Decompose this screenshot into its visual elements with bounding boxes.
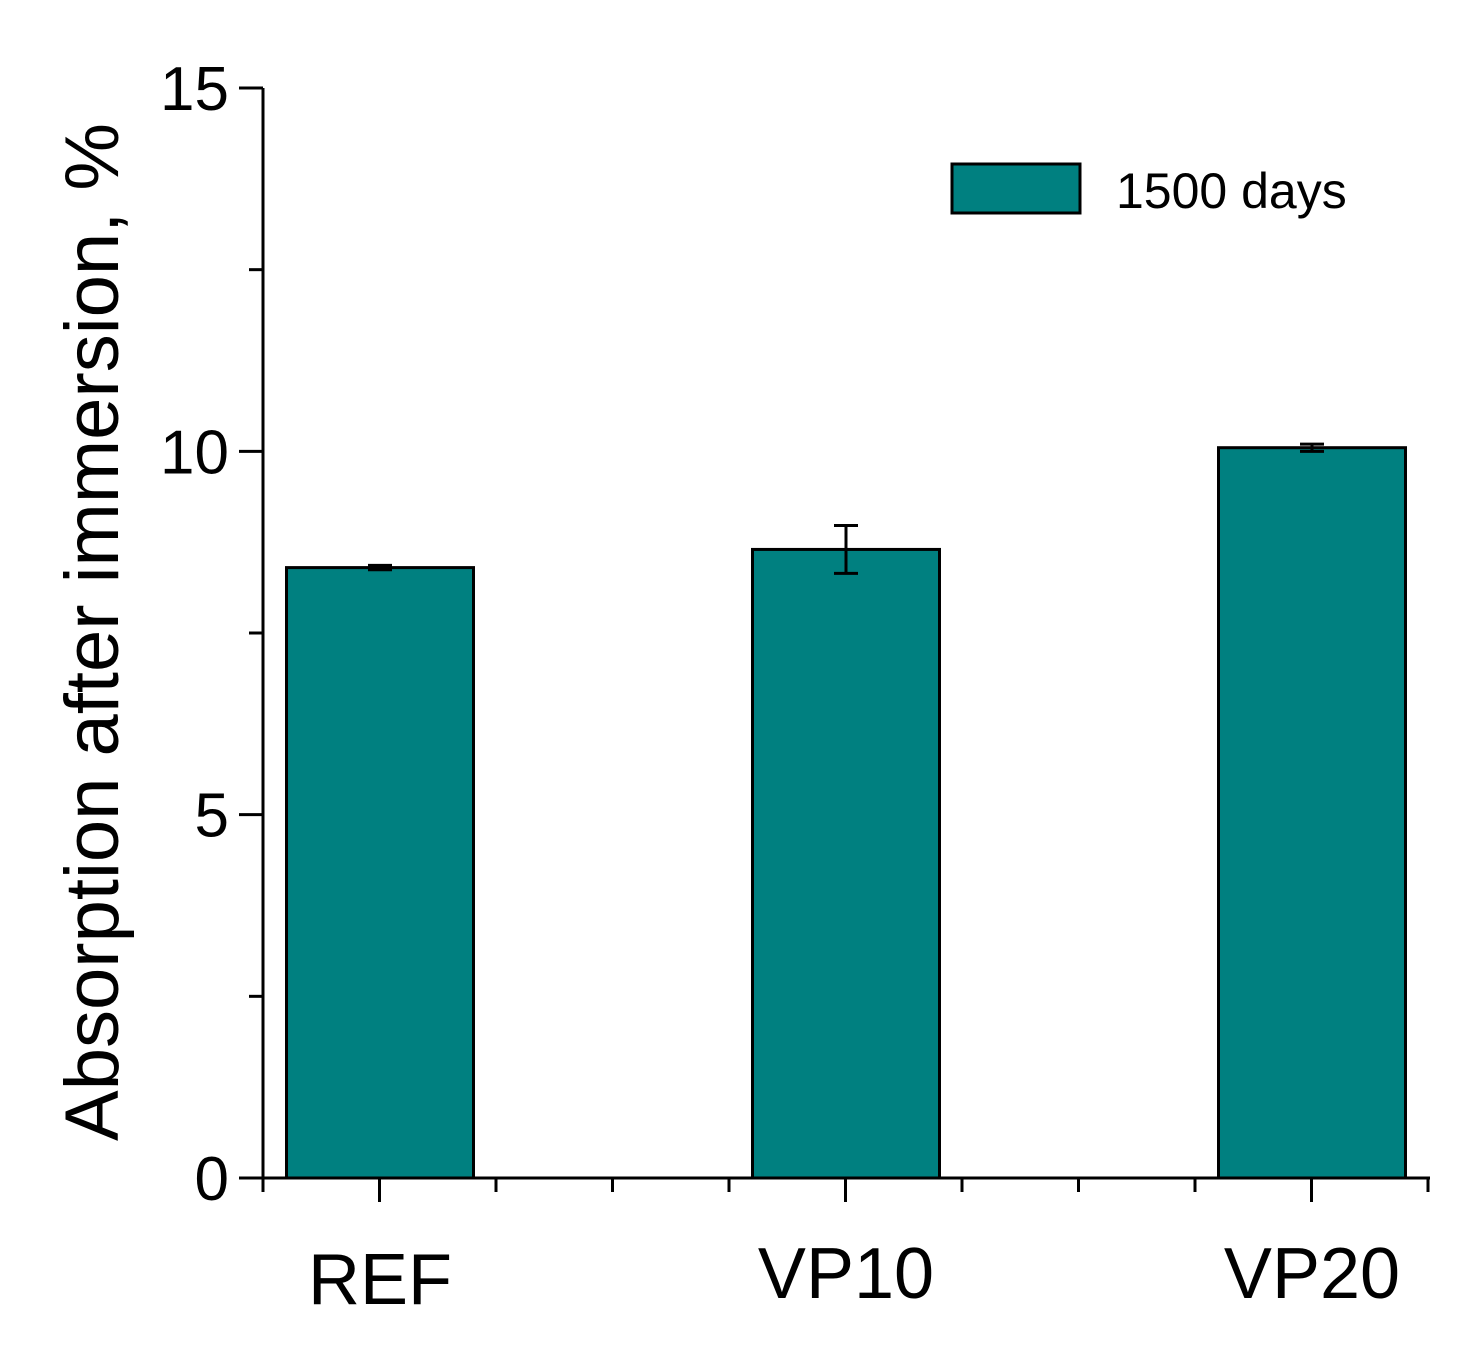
y-tick-label: 5 — [195, 782, 229, 851]
axes-layer — [239, 86, 1430, 1202]
x-tick-label-vp10: VP10 — [758, 1234, 934, 1314]
error-bars-layer — [368, 442, 1324, 575]
bar-ref — [285, 566, 475, 1180]
labels-layer: 0 5 10 15 REF VP10 VP20 — [160, 55, 1400, 1320]
legend: 1500 days — [950, 162, 1347, 219]
error-bar-vp20 — [1300, 442, 1324, 453]
y-tick-label: 10 — [160, 418, 229, 487]
error-bar-ref — [368, 563, 392, 572]
bar-vp10 — [751, 547, 941, 1180]
y-tick-label: 15 — [160, 55, 229, 124]
x-tick-label-ref: REF — [308, 1240, 452, 1320]
error-bar-vp10 — [834, 523, 858, 575]
y-axis-title: Absorption after immersion, % — [50, 123, 135, 1141]
legend-swatch — [950, 162, 1082, 215]
bar-vp20 — [1217, 446, 1407, 1180]
y-tick-label: 0 — [195, 1145, 229, 1214]
legend-label: 1500 days — [1116, 163, 1347, 219]
x-tick-label-vp20: VP20 — [1224, 1234, 1400, 1314]
